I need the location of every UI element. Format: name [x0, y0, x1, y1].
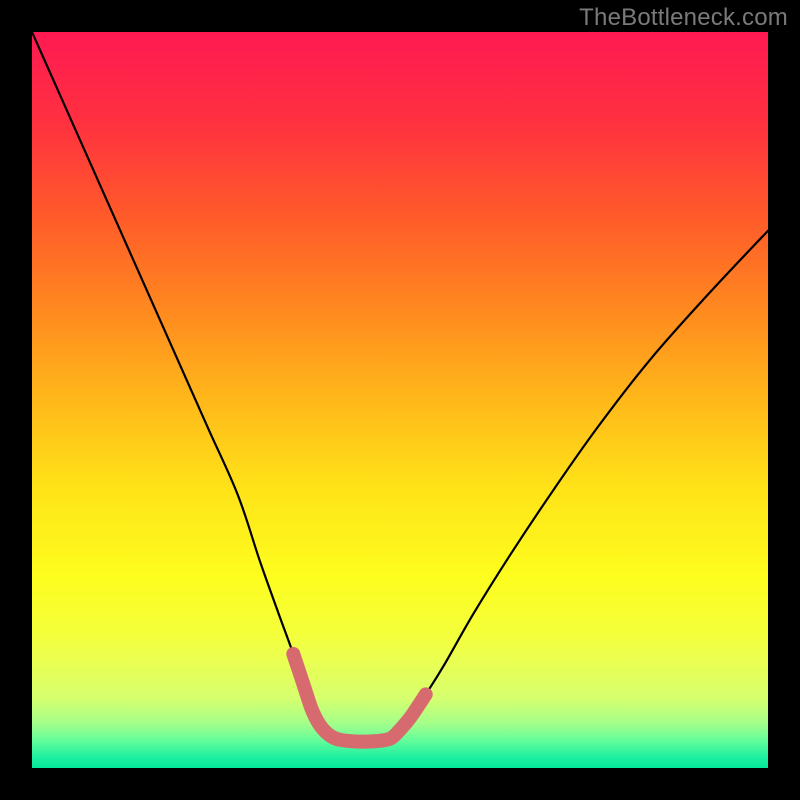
plot-gradient	[32, 32, 768, 768]
bottleneck-chart	[0, 0, 800, 800]
chart-stage: TheBottleneck.com	[0, 0, 800, 800]
watermark-text: TheBottleneck.com	[579, 4, 788, 32]
